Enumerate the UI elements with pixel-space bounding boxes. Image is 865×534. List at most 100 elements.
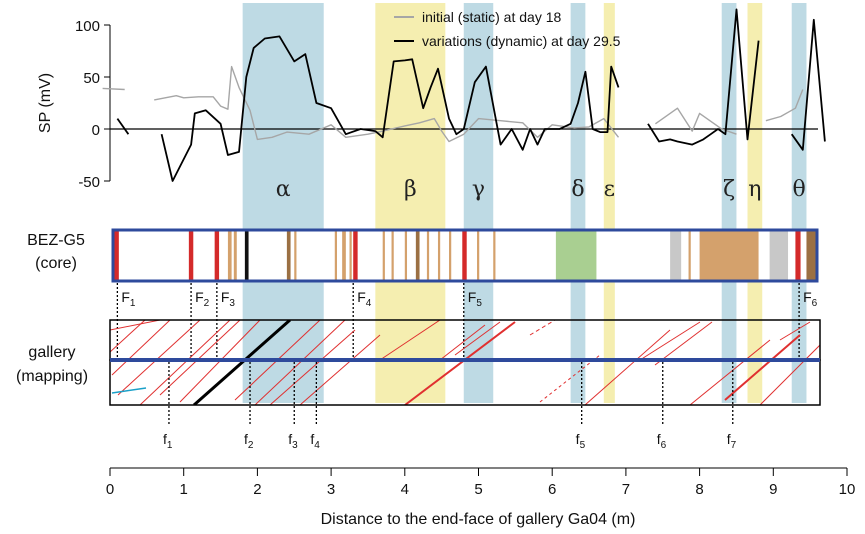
- initial-static-line: [654, 107, 737, 135]
- trace: [539, 354, 601, 403]
- trace-black: [193, 320, 291, 405]
- core-block-tan: [477, 231, 480, 280]
- core-block-tan: [233, 231, 237, 280]
- trace: [689, 339, 771, 405]
- trace: [529, 320, 556, 336]
- core-block-red: [214, 231, 220, 280]
- core-block-brown: [415, 231, 420, 280]
- trace: [111, 320, 171, 376]
- gallery-fracture-label: f1: [163, 431, 173, 451]
- core-block-gray: [670, 231, 682, 280]
- sp-y-axis: 100 50 0 -50 SP (mV): [37, 18, 111, 191]
- x-tick-label: 0: [106, 481, 114, 498]
- band-6: [747, 3, 763, 403]
- trace: [759, 344, 820, 405]
- trace-cyan: [111, 387, 147, 394]
- initial-static-line: [102, 87, 125, 91]
- trace: [439, 324, 486, 361]
- y-tick-label: 0: [92, 122, 100, 139]
- core-block-tan: [688, 231, 691, 280]
- trace: [404, 321, 516, 405]
- x-tick-label: 10: [839, 481, 856, 498]
- x-axis-label: Distance to the end-face of gallery Ga04…: [321, 511, 636, 528]
- core-fracture-label: F1: [121, 289, 136, 309]
- y-tick-label: 100: [75, 18, 100, 35]
- legend-label-dynamic: variations (dynamic) at day 29.5: [422, 33, 621, 49]
- sp-series: [102, 8, 826, 182]
- trace: [117, 320, 201, 396]
- trace: [779, 321, 811, 341]
- core-block-tan: [294, 231, 297, 280]
- band-label: η: [748, 177, 761, 202]
- band-7: [791, 3, 807, 403]
- x-tick-label: 8: [695, 481, 703, 498]
- x-tick-label: 5: [474, 481, 482, 498]
- x-tick-label: 3: [327, 481, 335, 498]
- core-frame: [111, 228, 819, 283]
- core-block-black: [244, 231, 249, 280]
- core-block-tan: [449, 231, 452, 280]
- dynamic-variation-line: [160, 35, 620, 182]
- trace: [724, 334, 801, 401]
- band-label: δ: [571, 177, 584, 202]
- trace: [254, 320, 346, 405]
- x-tick-label: 9: [769, 481, 777, 498]
- trace: [159, 320, 241, 396]
- initial-static-line: [765, 89, 804, 122]
- core-fracture-label: F3: [221, 289, 236, 309]
- x-tick-label: 2: [253, 481, 261, 498]
- core-block-brown: [286, 231, 291, 280]
- dynamic-variation-line: [647, 8, 760, 146]
- trace: [110, 320, 161, 331]
- legend-label-initial: initial (static) at day 18: [422, 9, 561, 25]
- core-block-tan: [699, 231, 759, 280]
- gallery-fracture-label: f5: [576, 431, 586, 451]
- x-tick-label: 1: [180, 481, 188, 498]
- gallery-label-line1: gallery: [28, 344, 75, 361]
- core-block-gray: [769, 231, 789, 280]
- band-4: [603, 3, 615, 403]
- band-label: β: [404, 177, 417, 202]
- core-block-tan: [334, 231, 337, 280]
- core-block-tan: [342, 231, 346, 280]
- core-label-line2: (core): [35, 255, 77, 272]
- dynamic-variation-line: [790, 18, 826, 151]
- x-tick-label: 6: [548, 481, 556, 498]
- gallery-fracture-label: f6: [657, 431, 667, 451]
- band-label: γ: [472, 177, 485, 202]
- trace: [139, 320, 231, 405]
- y-tick-label: -50: [78, 174, 100, 191]
- trace: [584, 329, 671, 405]
- trace: [454, 321, 501, 356]
- core-block-red: [462, 231, 467, 280]
- core-block-tan: [426, 231, 430, 280]
- dynamic-variation-line: [116, 118, 130, 135]
- gallery-fracture-traces: [110, 320, 820, 405]
- legend: initial (static) at day 18 variations (d…: [394, 9, 621, 49]
- trace: [299, 334, 381, 405]
- y-tick-label: 50: [83, 70, 100, 87]
- trace: [269, 329, 356, 405]
- trace: [110, 320, 146, 353]
- gallery-label-line2: (mapping): [16, 368, 88, 385]
- band-label: ε: [604, 177, 615, 202]
- band-label: ζ: [723, 177, 735, 202]
- trace: [654, 321, 713, 366]
- x-axis: Distance to the end-face of gallery Ga04…: [106, 467, 856, 528]
- band-5: [721, 3, 737, 403]
- core-block-green: [555, 231, 597, 280]
- band-3: [570, 3, 586, 403]
- x-tick-label: 7: [622, 481, 630, 498]
- core-blocks: [114, 231, 816, 280]
- gallery-row: gallery (mapping): [16, 319, 821, 451]
- gallery-fracture-label: f3: [288, 431, 298, 451]
- y-axis-label: SP (mV): [37, 73, 54, 133]
- core-fracture-label: F4: [357, 289, 372, 309]
- band-2: [463, 3, 494, 403]
- core-block-red: [353, 231, 358, 280]
- band-label: α: [276, 177, 291, 202]
- core-block-red: [188, 231, 194, 280]
- core-block-red: [795, 231, 801, 280]
- band-0: [242, 3, 324, 403]
